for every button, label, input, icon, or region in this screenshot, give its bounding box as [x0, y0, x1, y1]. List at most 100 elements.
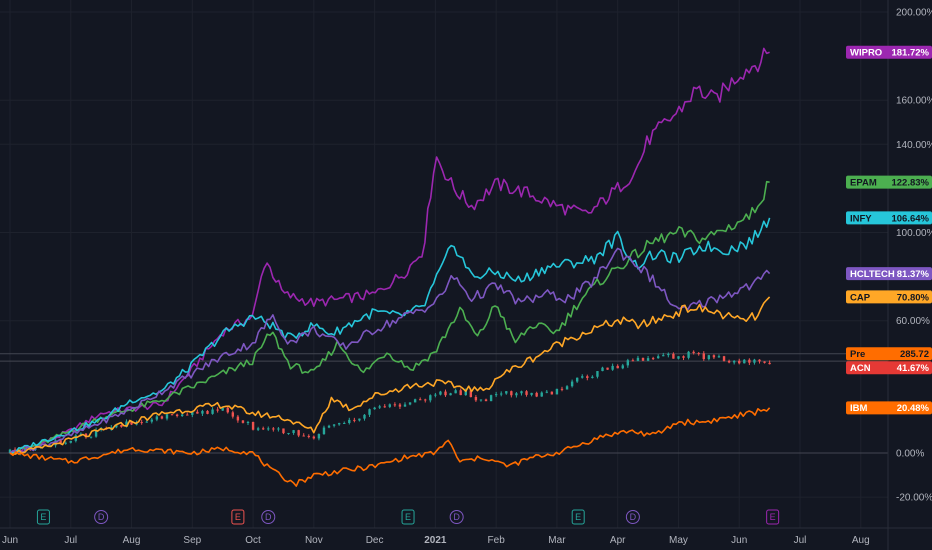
candle-body	[186, 414, 189, 416]
candle-body	[251, 421, 255, 430]
candle-body	[388, 404, 392, 407]
svg-text:D: D	[265, 512, 272, 522]
candle-body	[196, 411, 199, 414]
series-line-hcltech[interactable]	[9, 247, 771, 455]
dividend-marker[interactable]: D	[261, 510, 276, 524]
dividend-marker[interactable]: D	[449, 510, 464, 524]
candle-body	[722, 356, 726, 361]
candle-body	[621, 365, 624, 369]
svg-text:EPAM: EPAM	[850, 178, 877, 189]
series-line-ibm[interactable]	[9, 407, 771, 487]
series-line-wipro[interactable]	[9, 47, 770, 454]
candle-body	[317, 434, 321, 439]
candle-body	[343, 422, 346, 424]
svg-text:Pre: Pre	[850, 349, 865, 360]
candle-body	[702, 353, 705, 360]
candle-body	[667, 353, 670, 356]
candle-body	[302, 435, 305, 437]
price-tag-epam: EPAM 122.83%	[846, 175, 932, 189]
candle-body	[180, 414, 184, 417]
series-line-infy[interactable]	[9, 217, 771, 454]
candle-body	[120, 424, 123, 427]
candle-body	[358, 418, 361, 421]
candle-body	[403, 404, 407, 407]
svg-text:D: D	[630, 512, 637, 522]
svg-text:41.67%: 41.67%	[897, 363, 930, 374]
candle-body	[743, 359, 746, 364]
candle-body	[586, 376, 589, 378]
earnings-marker[interactable]: E	[36, 509, 50, 525]
candle-body	[494, 394, 498, 396]
candle-body	[434, 394, 437, 396]
candle-body	[469, 390, 473, 398]
candle-body	[206, 410, 209, 414]
candle-body	[505, 391, 508, 394]
candle-body	[145, 421, 148, 423]
candle-body	[626, 360, 630, 366]
x-tick-label: Nov	[305, 535, 323, 546]
y-tick-label: 160.00%	[896, 96, 932, 107]
svg-text:81.37%: 81.37%	[897, 269, 930, 280]
dividend-marker[interactable]: D	[625, 510, 640, 524]
y-tick-label: 200.00%	[896, 8, 932, 19]
candle-body	[657, 356, 660, 359]
candle-body	[591, 376, 594, 378]
candle-body	[94, 429, 98, 437]
candle-body	[545, 391, 548, 393]
price-tag-hcltech: HCLTECH 81.37%	[846, 267, 932, 281]
earnings-marker[interactable]: E	[571, 509, 585, 525]
svg-text:E: E	[405, 512, 411, 522]
y-tick-label: 60.00%	[896, 316, 930, 327]
svg-text:122.83%: 122.83%	[891, 178, 929, 189]
candle-body	[454, 390, 457, 394]
candle-body	[363, 414, 366, 419]
candle-body	[256, 428, 260, 430]
candle-body	[140, 422, 143, 424]
candle-body	[707, 355, 711, 360]
candle-body	[418, 399, 422, 401]
svg-text:WIPRO: WIPRO	[850, 48, 882, 59]
candle-body	[287, 433, 290, 435]
svg-text:D: D	[98, 512, 105, 522]
candle-body	[424, 399, 427, 401]
earnings-marker[interactable]: E	[401, 509, 415, 525]
candle-body	[555, 388, 559, 395]
svg-text:106.64%: 106.64%	[891, 213, 929, 224]
candle-body	[677, 356, 680, 359]
svg-text:E: E	[575, 512, 581, 522]
candle-body	[368, 409, 371, 415]
candle-body	[429, 395, 432, 401]
series-line-cap[interactable]	[9, 296, 771, 456]
earnings-marker[interactable]: E	[766, 509, 780, 525]
candle-body	[530, 392, 533, 395]
candle-body	[575, 377, 579, 382]
candle-body	[662, 355, 665, 357]
svg-text:D: D	[453, 512, 460, 522]
x-tick-label: Jul	[794, 535, 807, 546]
candle-body	[631, 360, 635, 362]
candle-body	[651, 358, 655, 360]
dividend-marker[interactable]: D	[94, 510, 109, 524]
price-tag-pre: Pre 285.72	[846, 347, 932, 361]
price-tag-cap: CAP 70.80%	[846, 290, 932, 304]
price-tag-ibm: IBM 20.48%	[846, 401, 932, 415]
candle-body	[570, 381, 574, 387]
x-tick-label: Mar	[548, 535, 566, 546]
candle-body	[692, 351, 695, 354]
candle-body	[353, 419, 356, 421]
candle-body	[753, 359, 756, 363]
candle-body	[277, 428, 280, 430]
candle-body	[74, 435, 78, 441]
earnings-marker[interactable]: E	[231, 509, 245, 525]
candle-body	[464, 390, 467, 396]
y-tick-label: 140.00%	[896, 140, 932, 151]
candle-body	[712, 355, 716, 358]
svg-text:70.80%: 70.80%	[897, 292, 930, 303]
candle-body	[160, 416, 164, 419]
candle-body	[581, 376, 584, 378]
candle-body	[297, 430, 300, 436]
price-tag-infy: INFY 106.64%	[846, 211, 932, 225]
candle-body	[115, 424, 118, 428]
candle-body	[474, 397, 478, 401]
